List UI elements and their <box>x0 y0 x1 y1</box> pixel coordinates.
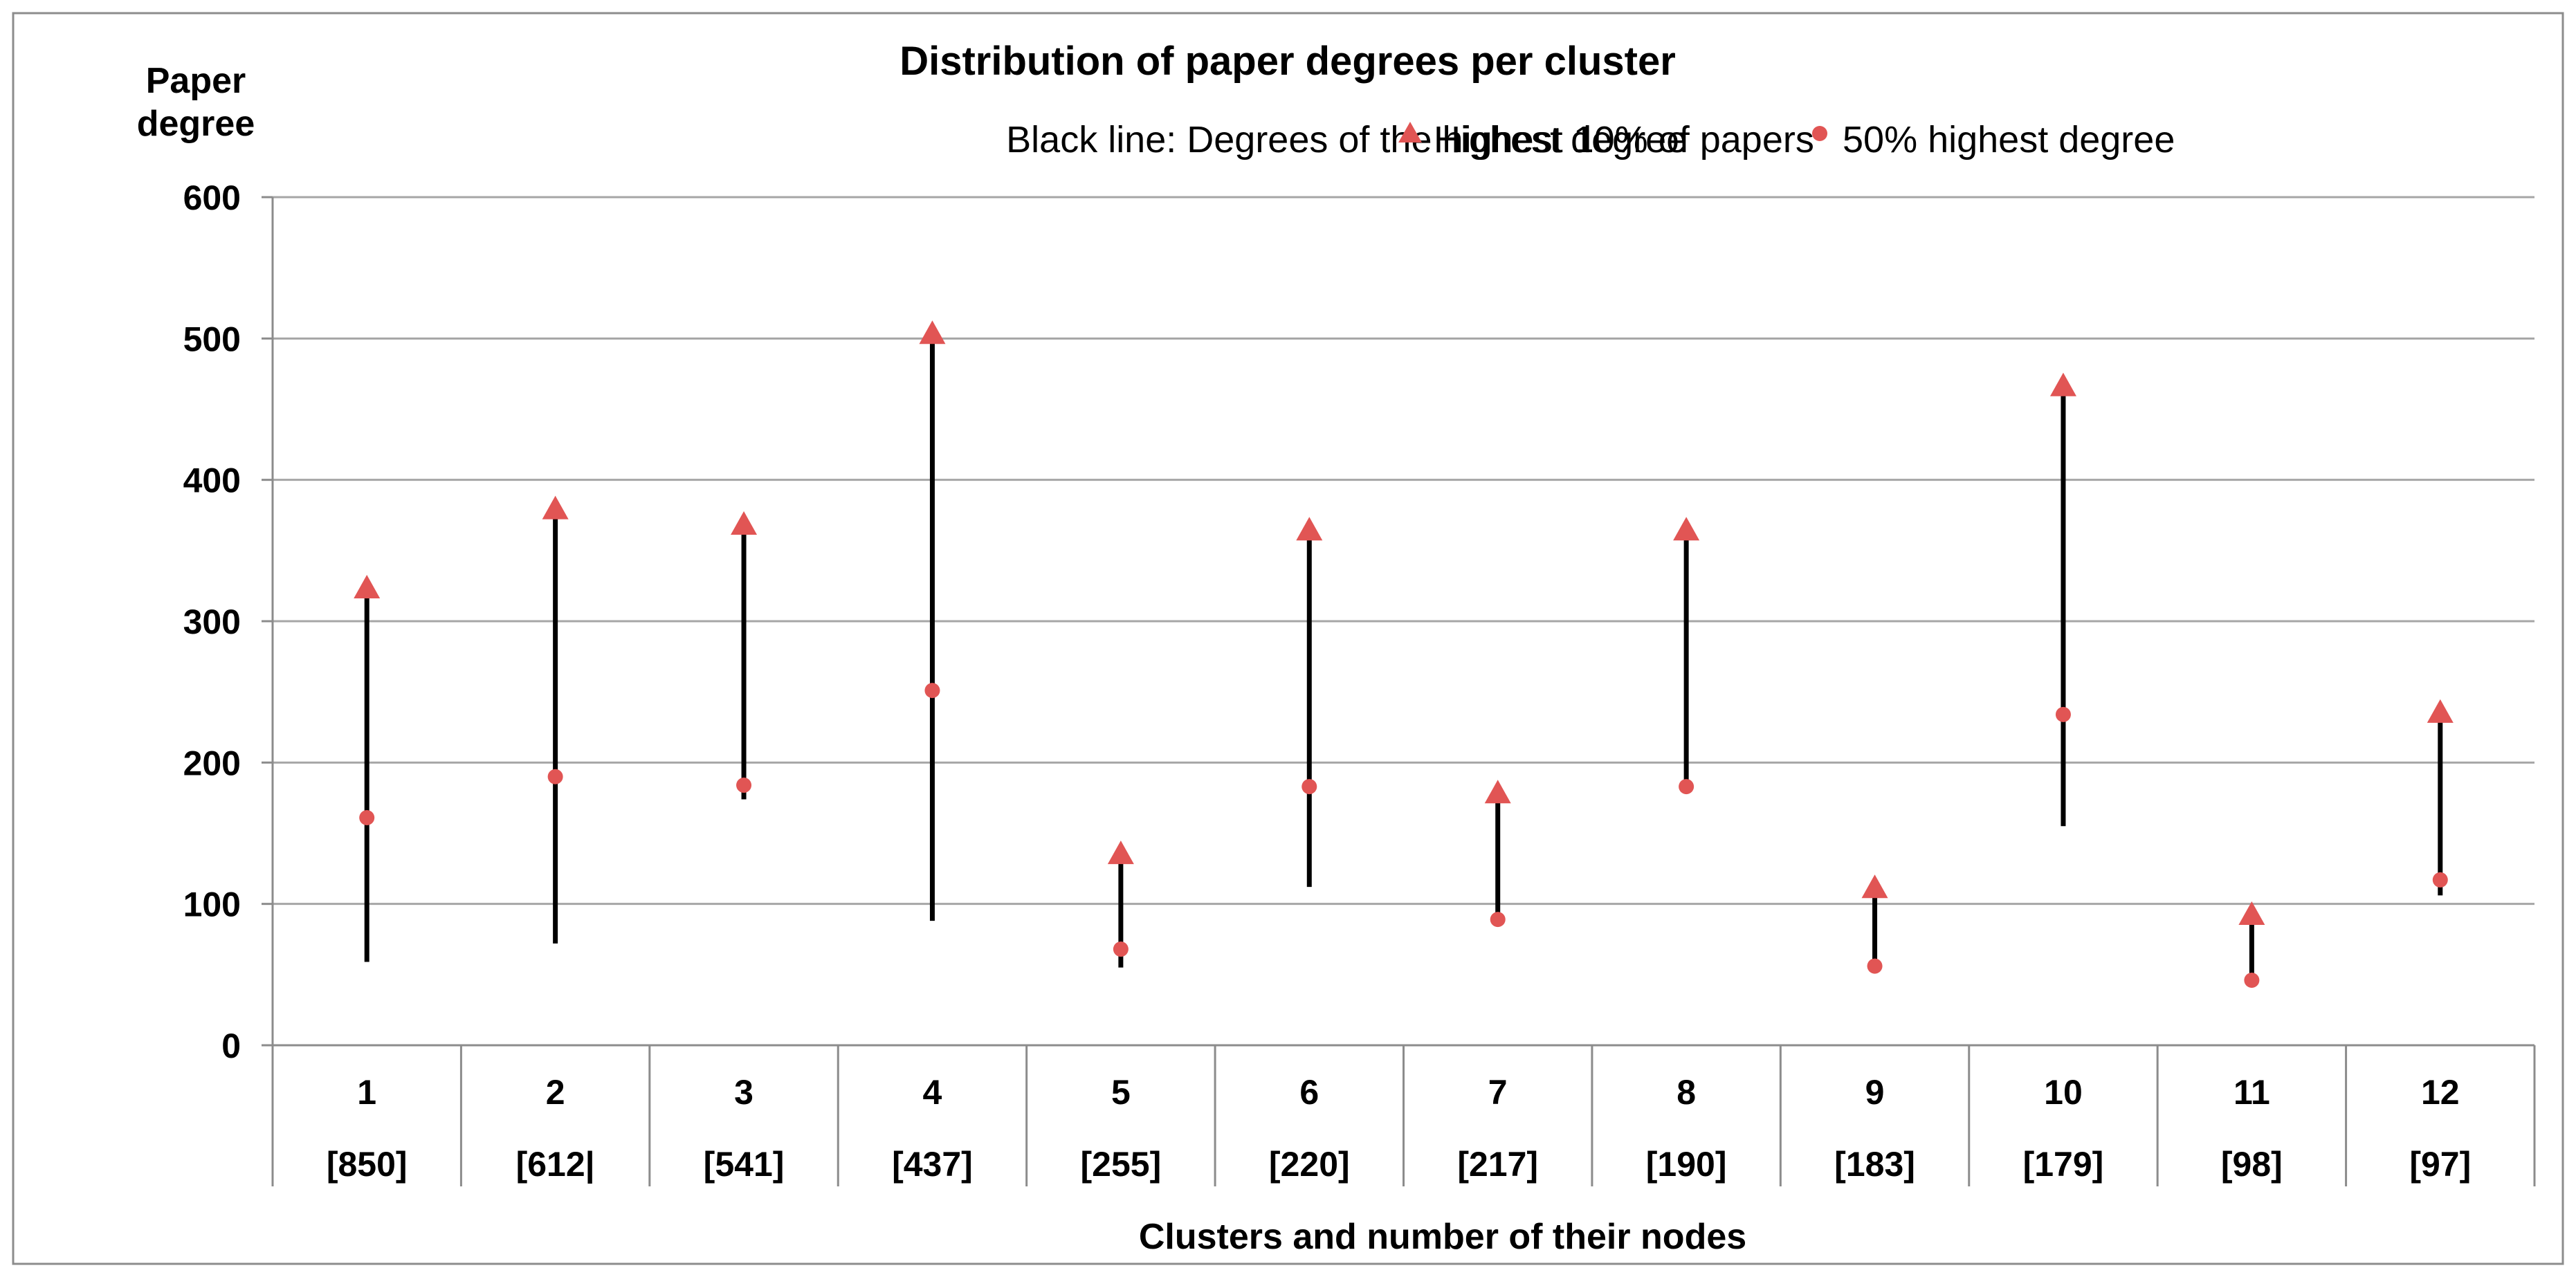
x-tick-label-5: 5 <box>1111 1073 1131 1112</box>
x-node-count-6: [220] <box>1269 1145 1350 1184</box>
x-tick-label-8: 8 <box>1677 1073 1696 1112</box>
highest-marker-7 <box>1484 780 1511 804</box>
median-marker-4 <box>924 683 940 699</box>
legend-triangle-icon <box>1398 122 1422 143</box>
highest-marker-2 <box>542 495 569 520</box>
x-node-count-2: [612| <box>516 1145 595 1184</box>
chart-frame <box>12 12 2564 1265</box>
x-node-count-10: [179] <box>2023 1145 2104 1184</box>
y-axis-title-line-1: Paper <box>146 61 246 101</box>
x-axis: 1 [850] 2 [612| 3 [541] 4 [437] 5 [255] 6 [220] 7 [21… <box>271 1045 2536 1186</box>
x-tick-label-2: 2 <box>546 1073 565 1112</box>
highest-marker-1 <box>354 575 381 599</box>
y-tick-label-200: 200 <box>183 744 241 782</box>
highest-marker-10 <box>2049 372 2076 396</box>
x-axis-title: Clusters and number of their nodes <box>1139 1217 1746 1257</box>
x-tick-label-4: 4 <box>923 1073 942 1112</box>
x-node-count-8: [190] <box>1646 1145 1727 1184</box>
x-node-count-5: [255] <box>1081 1145 1162 1184</box>
x-node-count-12: [97] <box>2409 1145 2471 1184</box>
highest-marker-4 <box>919 320 946 344</box>
x-tick-label-12: 12 <box>2421 1073 2460 1112</box>
x-node-count-11: [98] <box>2221 1145 2283 1184</box>
y-tick-label-400: 400 <box>183 461 241 500</box>
median-marker-3 <box>736 778 752 793</box>
y-tick-label-0: 0 <box>221 1027 241 1065</box>
median-marker-2 <box>547 769 563 784</box>
highest-marker-3 <box>731 511 758 535</box>
range-lines <box>364 334 2443 984</box>
highest-marker-6 <box>1296 517 1323 541</box>
y-tick-label-300: 300 <box>183 603 241 641</box>
highest-marker-8 <box>1673 517 1700 541</box>
x-node-count-1: [850] <box>327 1145 408 1184</box>
median-marker-11 <box>2244 973 2260 989</box>
y-tick-label-500: 500 <box>183 320 241 358</box>
x-tick-label-1: 1 <box>357 1073 376 1112</box>
x-node-count-3: [541] <box>704 1145 785 1184</box>
y-tick-labels: 0 100 200 300 400 500 600 <box>183 178 241 1065</box>
median-marker-7 <box>1490 912 1506 928</box>
median-marker-5 <box>1113 941 1129 957</box>
median-marker-8 <box>1679 779 1695 795</box>
median-marker-1 <box>359 810 375 826</box>
legend-highest-label: Highest degree <box>1434 119 1687 160</box>
highest-marker-9 <box>1861 874 1888 899</box>
highest-marker-12 <box>2427 699 2454 723</box>
x-tick-label-3: 3 <box>734 1073 753 1112</box>
x-tick-label-7: 7 <box>1488 1073 1508 1112</box>
x-tick-label-11: 11 <box>2234 1073 2270 1112</box>
median-marker-10 <box>2055 706 2071 722</box>
x-tick-label-6: 6 <box>1299 1073 1319 1112</box>
markers <box>354 320 2454 989</box>
x-node-count-4: [437] <box>892 1145 973 1184</box>
x-node-count-7: [217] <box>1457 1145 1538 1184</box>
chart-title: Distribution of paper degrees per cluste… <box>899 39 1676 84</box>
legend-circle-icon <box>1812 126 1827 141</box>
y-tick-label-100: 100 <box>183 885 241 924</box>
median-marker-9 <box>1867 958 1883 974</box>
y-tick-label-600: 600 <box>183 178 241 217</box>
x-node-count-9: [183] <box>1834 1145 1915 1184</box>
x-tick-label-10: 10 <box>2044 1073 2083 1112</box>
median-marker-12 <box>2432 872 2448 888</box>
legend-median-label: 50% highest degree <box>1843 119 2175 160</box>
highest-marker-11 <box>2238 901 2265 926</box>
y-axis-title-line-2: degree <box>137 104 255 144</box>
median-marker-6 <box>1301 779 1317 795</box>
x-tick-label-9: 9 <box>1865 1073 1885 1112</box>
highest-marker-5 <box>1107 840 1134 865</box>
